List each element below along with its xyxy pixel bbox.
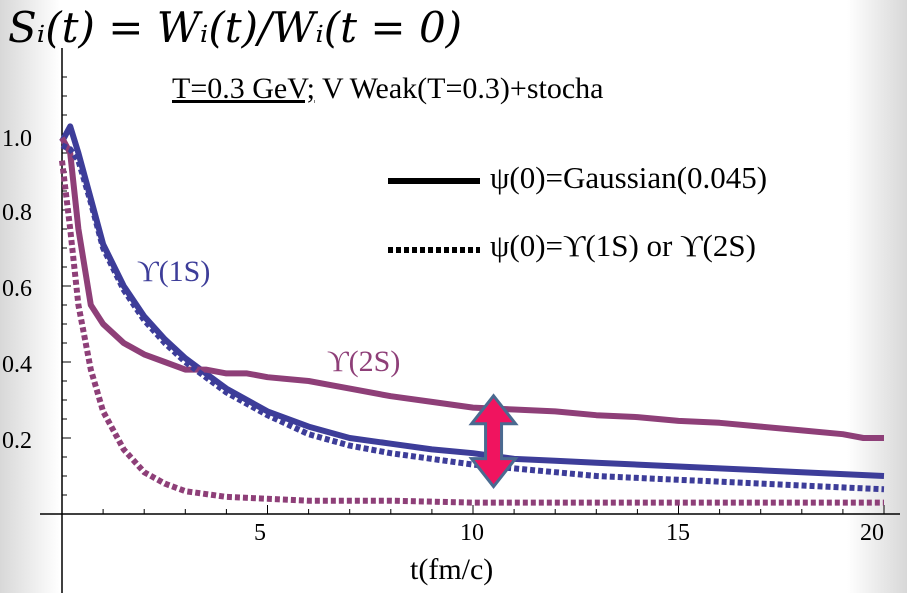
x-tick-label: 5 xyxy=(254,520,266,546)
series-line-dotted-2 xyxy=(60,142,885,493)
subtitle-temperature: T=0.3 GeV; xyxy=(172,72,315,105)
series-label-ups1s: ϒ(1S) xyxy=(137,255,211,288)
y-tick-label: 0.6 xyxy=(2,276,32,302)
y-tick-label: 0.4 xyxy=(2,352,32,378)
series-line-dotted-3 xyxy=(59,160,884,506)
legend-dotted-label: ψ(0)=ϒ(1S) or ϒ(2S) xyxy=(490,228,756,263)
x-tick-label: 15 xyxy=(666,520,690,546)
double-arrow-annotation xyxy=(468,393,519,490)
y-tick-label: 1.0 xyxy=(2,126,32,152)
series-label-ups2s: ϒ(2S) xyxy=(327,345,401,378)
series-line-solid-0 xyxy=(59,123,885,479)
x-tick-label: 10 xyxy=(460,520,484,546)
x-tick-label: 20 xyxy=(860,520,884,546)
chart-subtitle: T=0.3 GeV; V Weak(T=0.3)+stocha xyxy=(172,72,603,106)
legend-solid-label: ψ(0)=Gaussian(0.045) xyxy=(490,160,768,195)
y-tick-label: 0.2 xyxy=(2,428,32,454)
chart-title-formula: Sᵢ(t) = Wᵢ(t)/Wᵢ(t = 0) xyxy=(8,3,463,52)
y-tick-label: 0.8 xyxy=(2,200,32,226)
x-axis-label: t(fm/c) xyxy=(410,553,494,586)
series-line-solid-1 xyxy=(59,136,884,441)
subtitle-potential: V Weak(T=0.3)+stocha xyxy=(321,72,604,105)
